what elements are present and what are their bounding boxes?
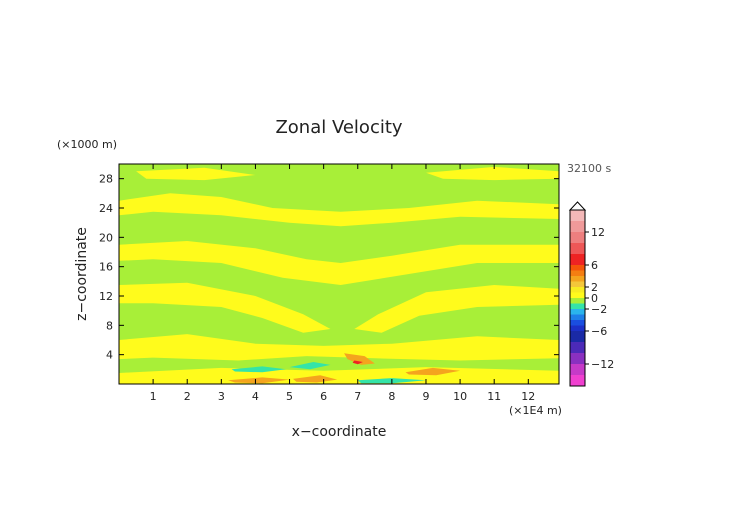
y-tick-label: 8 — [106, 319, 113, 332]
colorbar-level — [570, 331, 585, 342]
x-tick-label: 10 — [453, 390, 467, 403]
colorbar-level — [570, 298, 585, 304]
field-region-6 — [119, 334, 559, 361]
x-tick-label: 2 — [184, 390, 191, 403]
y-tick-label: 16 — [99, 261, 113, 274]
colorbar-label: 2 — [591, 281, 598, 294]
colorbar-level — [570, 210, 585, 221]
colorbar-level — [570, 325, 585, 331]
y-axis: 4 8 12 16 20 24 28 — [99, 173, 559, 362]
x-tick-label: 5 — [286, 390, 293, 403]
x-tick-label: 7 — [354, 390, 361, 403]
time-label: 32100 s — [567, 162, 611, 175]
field-region-9 — [293, 375, 338, 383]
x-tick-label: 11 — [487, 390, 501, 403]
colorbar-level — [570, 342, 585, 353]
colorbar-extend-arrow — [568, 201, 587, 211]
colorbar-level — [570, 265, 585, 271]
colorbar-level — [570, 353, 585, 364]
colorbar-label: −2 — [591, 303, 607, 316]
x-tick-label: 6 — [320, 390, 327, 403]
colorbar-level — [570, 320, 585, 326]
field-region-0 — [119, 193, 559, 227]
x-tick-label: 9 — [422, 390, 429, 403]
y-axis-label: z−coordinate — [74, 227, 90, 321]
field-region-5 — [354, 285, 559, 333]
colorbar-label: 12 — [591, 226, 605, 239]
colorbar-level — [570, 281, 585, 287]
colorbar-label: 6 — [591, 259, 598, 272]
colorbar-level — [570, 309, 585, 315]
colorbar-level — [570, 254, 585, 265]
x-tick-label: 3 — [218, 390, 225, 403]
y-tick-label: 12 — [99, 290, 113, 303]
y-tick-label: 28 — [99, 173, 113, 186]
colorbar-level — [570, 287, 585, 293]
field-region-12 — [352, 360, 363, 365]
field-region-4 — [119, 282, 331, 333]
field-region-2 — [426, 166, 559, 181]
colorbar-level — [570, 364, 585, 375]
plot-frame — [118, 163, 560, 385]
field-region-13 — [231, 366, 287, 373]
y-unit-label: (×1000 m) — [57, 138, 117, 151]
colorbar-level — [570, 314, 585, 320]
chart-title: Zonal Velocity — [275, 117, 402, 138]
colorbar-level — [570, 276, 585, 282]
x-tick-label: 8 — [388, 390, 395, 403]
x-unit-label: (×1E4 m) — [509, 404, 562, 417]
x-axis: 1 2 3 4 5 6 7 8 9 10 11 12 — [150, 164, 535, 403]
colorbar-level — [570, 221, 585, 232]
colorbar-label: −12 — [591, 358, 614, 371]
field-region-10 — [405, 367, 461, 376]
colorbar-level — [570, 303, 585, 309]
x-tick-label: 1 — [150, 390, 157, 403]
field-region-3 — [119, 241, 559, 285]
y-tick-label: 4 — [106, 349, 113, 362]
colorbar-label: 0 — [591, 292, 598, 305]
x-tick-label: 4 — [252, 390, 259, 403]
field-region-8 — [228, 377, 290, 384]
colorbar-level — [570, 375, 585, 386]
colorbar-level — [570, 292, 585, 298]
y-tick-label: 24 — [99, 202, 113, 215]
field-region-11 — [344, 353, 375, 365]
colorbar-label: −6 — [591, 325, 607, 338]
field-region-14 — [289, 362, 331, 370]
field-region-1 — [136, 167, 256, 181]
heatmap-plot-area — [118, 163, 560, 385]
colorbar: 12 6 20−2 −6 −12 — [568, 201, 614, 387]
colorbar-level — [570, 243, 585, 254]
y-tick-label: 20 — [99, 231, 113, 244]
colorbar-level — [570, 270, 585, 276]
x-tick-label: 12 — [521, 390, 535, 403]
x-axis-label: x−coordinate — [292, 424, 387, 440]
colorbar-level — [570, 232, 585, 243]
